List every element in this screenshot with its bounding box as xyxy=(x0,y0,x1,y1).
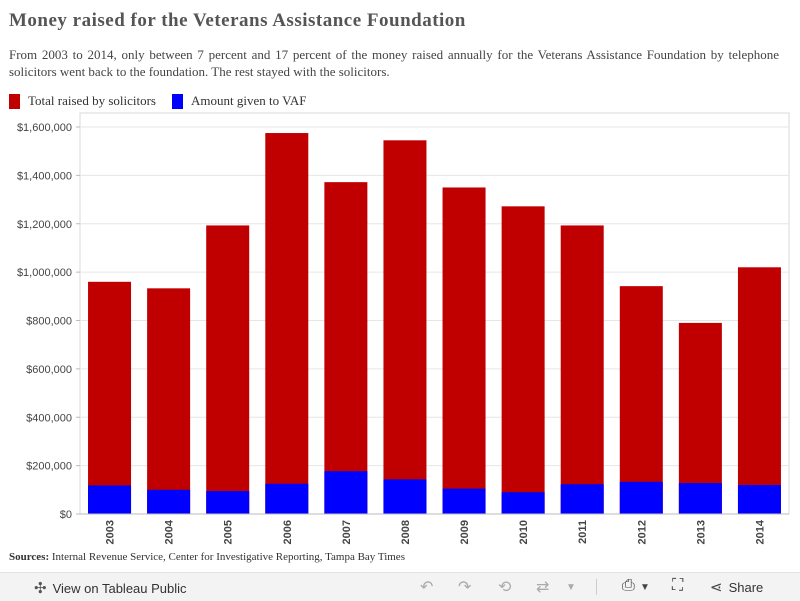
bar-vaf xyxy=(88,485,132,514)
bar-chart: $0 $200,000 $400,000 $600,000 $800,000 $1,000… xyxy=(17,112,790,544)
x-tick-label: 2004 xyxy=(164,519,176,544)
bar-vaf xyxy=(678,483,722,514)
toolbar-divider xyxy=(596,579,597,595)
y-tick-label: $1,000,000 xyxy=(17,267,72,279)
x-tick-label: 2007 xyxy=(341,520,353,544)
legend-item-total[interactable]: Total raised by solicitors xyxy=(9,93,156,109)
download-dropdown-icon[interactable]: ▼ xyxy=(640,582,650,593)
y-tick-label: $200,000 xyxy=(26,461,72,473)
bar-total xyxy=(501,206,545,514)
bar-total xyxy=(678,322,722,514)
download-icon[interactable]: ⎙ xyxy=(622,577,635,594)
bar-total xyxy=(442,187,486,514)
bar-vaf xyxy=(265,483,309,514)
sources: Sources: Internal Revenue Service, Cente… xyxy=(9,551,405,563)
legend-swatch-total xyxy=(9,93,20,109)
y-tick-label: $1,200,000 xyxy=(17,219,72,231)
sources-text: Internal Revenue Service, Center for Inv… xyxy=(51,551,405,563)
y-tick-label: $1,400,000 xyxy=(17,170,72,182)
y-tick-label: $0 xyxy=(60,509,72,521)
legend-swatch-vaf xyxy=(171,93,183,109)
legend-label-total: Total raised by solicitors xyxy=(28,93,156,108)
bar-total xyxy=(383,140,427,514)
bar-vaf xyxy=(206,491,250,514)
x-tick-label: 2013 xyxy=(695,520,707,544)
bar-total xyxy=(88,281,132,514)
undo-icon[interactable]: ↶ xyxy=(420,579,434,596)
y-tick-label: $600,000 xyxy=(26,364,72,376)
x-tick-label: 2003 xyxy=(105,520,117,544)
bar-total xyxy=(324,182,368,514)
x-tick-label: 2010 xyxy=(518,520,530,544)
share-icon: ⋖ xyxy=(710,579,723,596)
legend-label-vaf: Amount given to VAF xyxy=(190,93,307,108)
bar-total xyxy=(619,286,663,514)
chart-subtitle: From 2003 to 2014, only between 7 percen… xyxy=(9,47,779,79)
fullscreen-icon[interactable]: ⛶ xyxy=(672,577,684,594)
bar-vaf xyxy=(737,484,781,514)
redo-icon[interactable]: ↷ xyxy=(458,579,472,596)
bar-vaf xyxy=(442,488,486,514)
bar-total xyxy=(265,133,309,514)
x-tick-label: 2006 xyxy=(282,520,294,544)
y-tick-label: $1,600,000 xyxy=(17,122,72,134)
share-button[interactable]: ⋖ Share xyxy=(710,578,763,596)
legend: Total raised by solicitors Amount given … xyxy=(9,93,322,109)
y-tick-label: $400,000 xyxy=(26,412,72,424)
y-tick-label: $800,000 xyxy=(26,316,72,328)
x-tick-label: 2005 xyxy=(223,520,235,544)
chart-title: Money raised for the Veterans Assistance… xyxy=(9,10,466,31)
share-label: Share xyxy=(728,579,764,595)
bar-vaf xyxy=(147,489,191,514)
x-tick-label: 2011 xyxy=(577,520,589,544)
refresh-dropdown-icon[interactable]: ▼ xyxy=(566,582,576,593)
tableau-logo-icon: ✣ xyxy=(34,580,47,597)
view-on-tableau-label: View on Tableau Public xyxy=(52,580,187,596)
tableau-toolbar: ✣ View on Tableau Public ↶ ↷ ⟲ ⇄ ▼ ⎙ ▼ ⛶… xyxy=(0,572,800,601)
x-tick-label: 2009 xyxy=(459,520,471,544)
x-tick-label: 2012 xyxy=(636,520,648,544)
bar-total xyxy=(147,288,191,514)
view-on-tableau-button[interactable]: ✣ View on Tableau Public xyxy=(34,579,187,597)
sources-label: Sources: xyxy=(9,551,50,563)
bar-vaf xyxy=(501,492,545,514)
bar-total xyxy=(206,225,250,515)
bar-total xyxy=(737,267,781,514)
x-tick-label: 2014 xyxy=(754,519,766,544)
bar-vaf xyxy=(560,484,604,514)
bar-vaf xyxy=(324,471,368,514)
bar-total xyxy=(560,225,604,515)
bar-vaf xyxy=(383,479,427,514)
refresh-icon[interactable]: ⇄ xyxy=(536,579,550,596)
x-tick-label: 2008 xyxy=(400,520,412,544)
legend-item-vaf[interactable]: Amount given to VAF xyxy=(171,93,307,109)
bar-vaf xyxy=(619,481,663,514)
revert-icon[interactable]: ⟲ xyxy=(498,579,512,596)
